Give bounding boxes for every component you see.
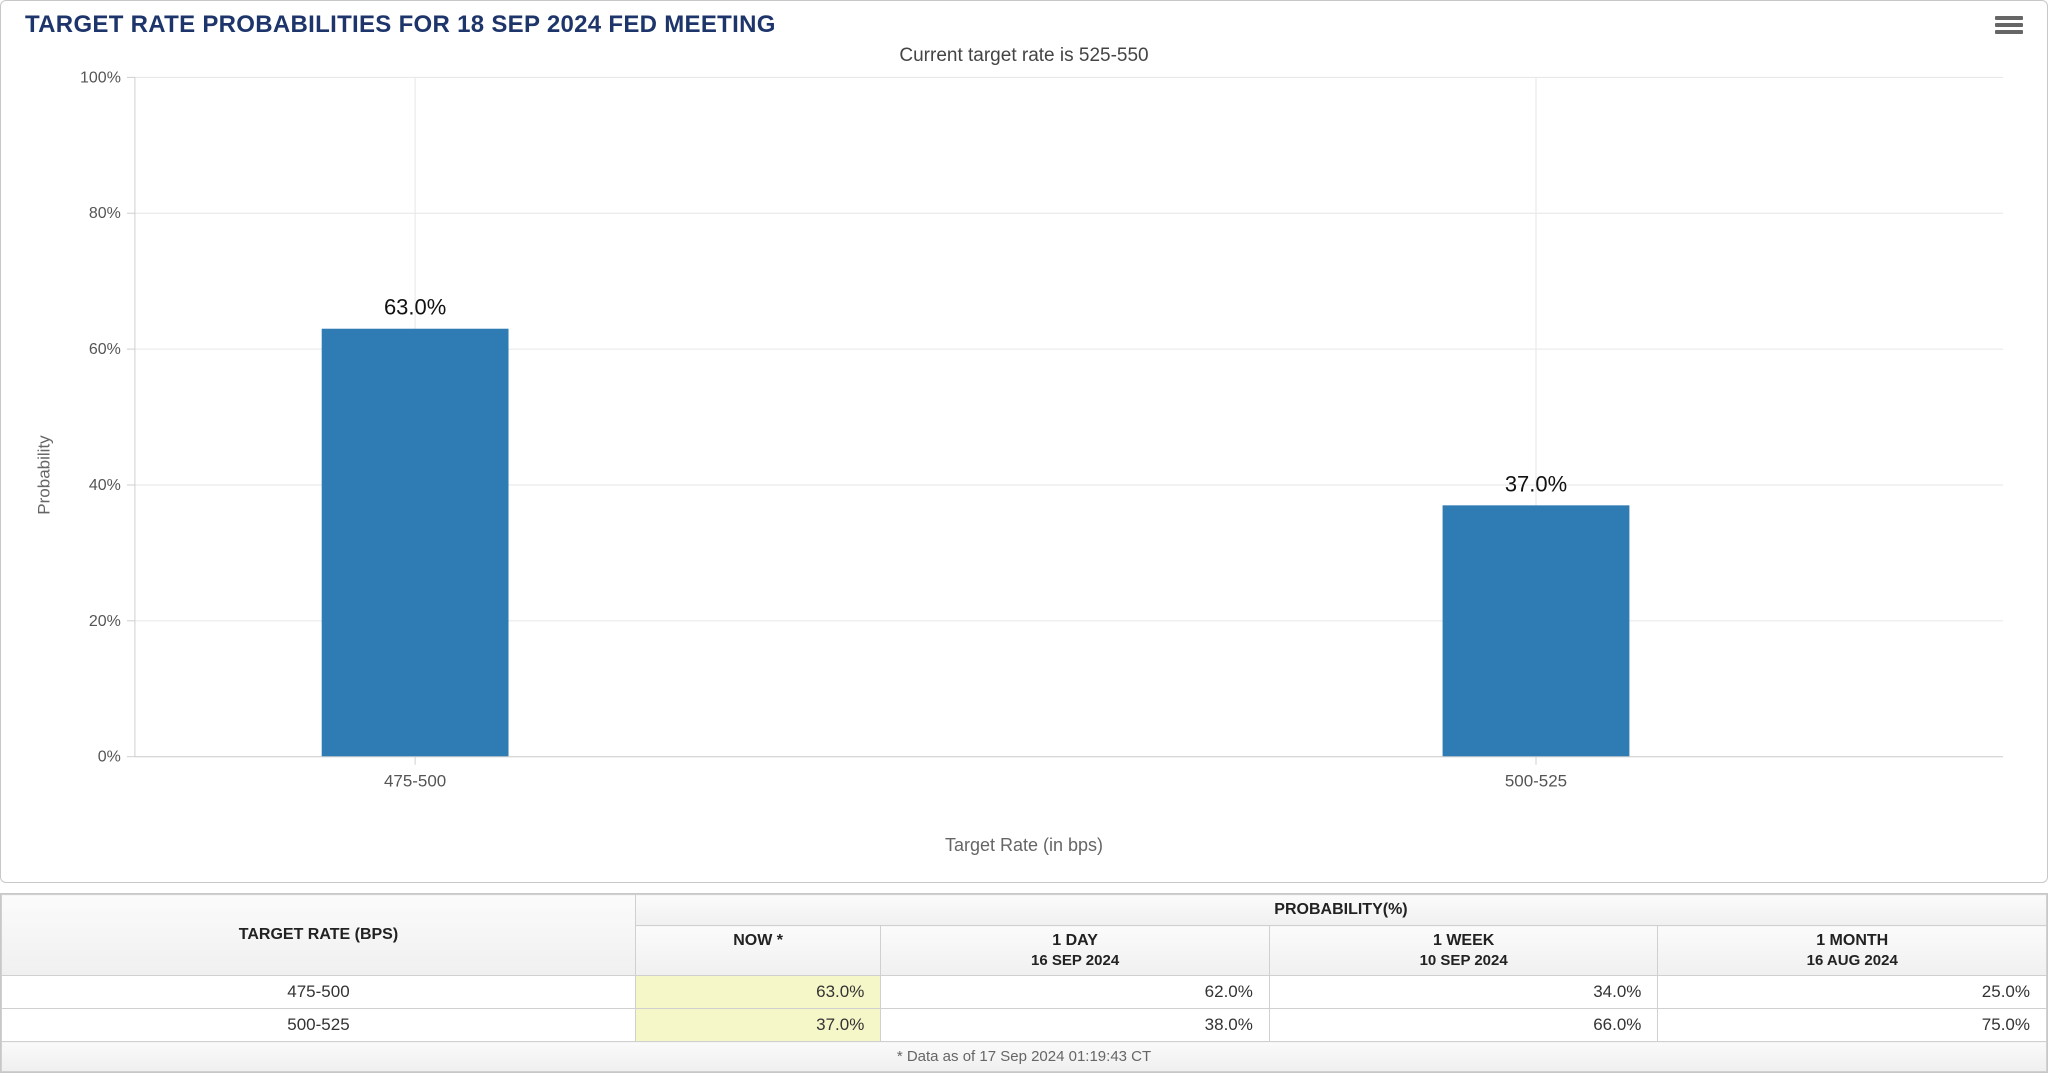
- rate-cell: 500-525: [2, 1009, 636, 1042]
- svg-text:60%: 60%: [89, 341, 121, 358]
- svg-text:100%: 100%: [80, 69, 121, 86]
- col-subheader: NOW *: [635, 926, 880, 976]
- bar[interactable]: [322, 329, 509, 757]
- col-subheader: 1 DAY16 SEP 2024: [881, 926, 1270, 976]
- col-subheader: 1 WEEK10 SEP 2024: [1269, 926, 1658, 976]
- value-cell: 63.0%: [635, 976, 880, 1009]
- probability-table: TARGET RATE (BPS)PROBABILITY(%)NOW * 1 D…: [1, 894, 2047, 1072]
- rate-cell: 475-500: [2, 976, 636, 1009]
- value-cell: 66.0%: [1269, 1009, 1658, 1042]
- chart-card: TARGET RATE PROBABILITIES FOR 18 SEP 202…: [0, 0, 2048, 883]
- svg-text:20%: 20%: [89, 613, 121, 630]
- bar[interactable]: [1443, 505, 1630, 756]
- table-row: 475-50063.0%62.0%34.0%25.0%: [2, 976, 2047, 1009]
- value-cell: 62.0%: [881, 976, 1270, 1009]
- value-cell: 38.0%: [881, 1009, 1270, 1042]
- y-axis-label: Probability: [35, 435, 55, 514]
- svg-text:0%: 0%: [98, 749, 121, 766]
- value-cell: 37.0%: [635, 1009, 880, 1042]
- svg-text:40%: 40%: [89, 477, 121, 494]
- probability-table-container: TARGET RATE (BPS)PROBABILITY(%)NOW * 1 D…: [0, 893, 2048, 1073]
- value-cell: 75.0%: [1658, 1009, 2047, 1042]
- table-row: 500-52537.0%38.0%66.0%75.0%: [2, 1009, 2047, 1042]
- svg-text:63.0%: 63.0%: [384, 295, 446, 320]
- chart-menu-icon[interactable]: [1995, 14, 2023, 36]
- chart-subtitle: Current target rate is 525-550: [1, 45, 2047, 67]
- x-axis-label: Target Rate (in bps): [25, 827, 2023, 870]
- col-header-probability: PROBABILITY(%): [635, 895, 2046, 926]
- svg-text:475-500: 475-500: [384, 772, 446, 791]
- svg-text:500-525: 500-525: [1505, 772, 1567, 791]
- chart-area: Probability 0% 20% 40% 60% 80% 100% 63.0% 475-5…: [1, 67, 2047, 882]
- svg-text:37.0%: 37.0%: [1505, 471, 1567, 496]
- col-header-target-rate: TARGET RATE (BPS): [2, 895, 636, 976]
- table-footnote: * Data as of 17 Sep 2024 01:19:43 CT: [2, 1042, 2047, 1072]
- svg-text:80%: 80%: [89, 205, 121, 222]
- bar-chart: 0% 20% 40% 60% 80% 100% 63.0% 475-500 37.0% 500-5…: [25, 67, 2023, 827]
- col-subheader: 1 MONTH16 AUG 2024: [1658, 926, 2047, 976]
- card-header: TARGET RATE PROBABILITIES FOR 18 SEP 202…: [1, 1, 2047, 39]
- value-cell: 34.0%: [1269, 976, 1658, 1009]
- value-cell: 25.0%: [1658, 976, 2047, 1009]
- chart-title: TARGET RATE PROBABILITIES FOR 18 SEP 202…: [25, 11, 776, 39]
